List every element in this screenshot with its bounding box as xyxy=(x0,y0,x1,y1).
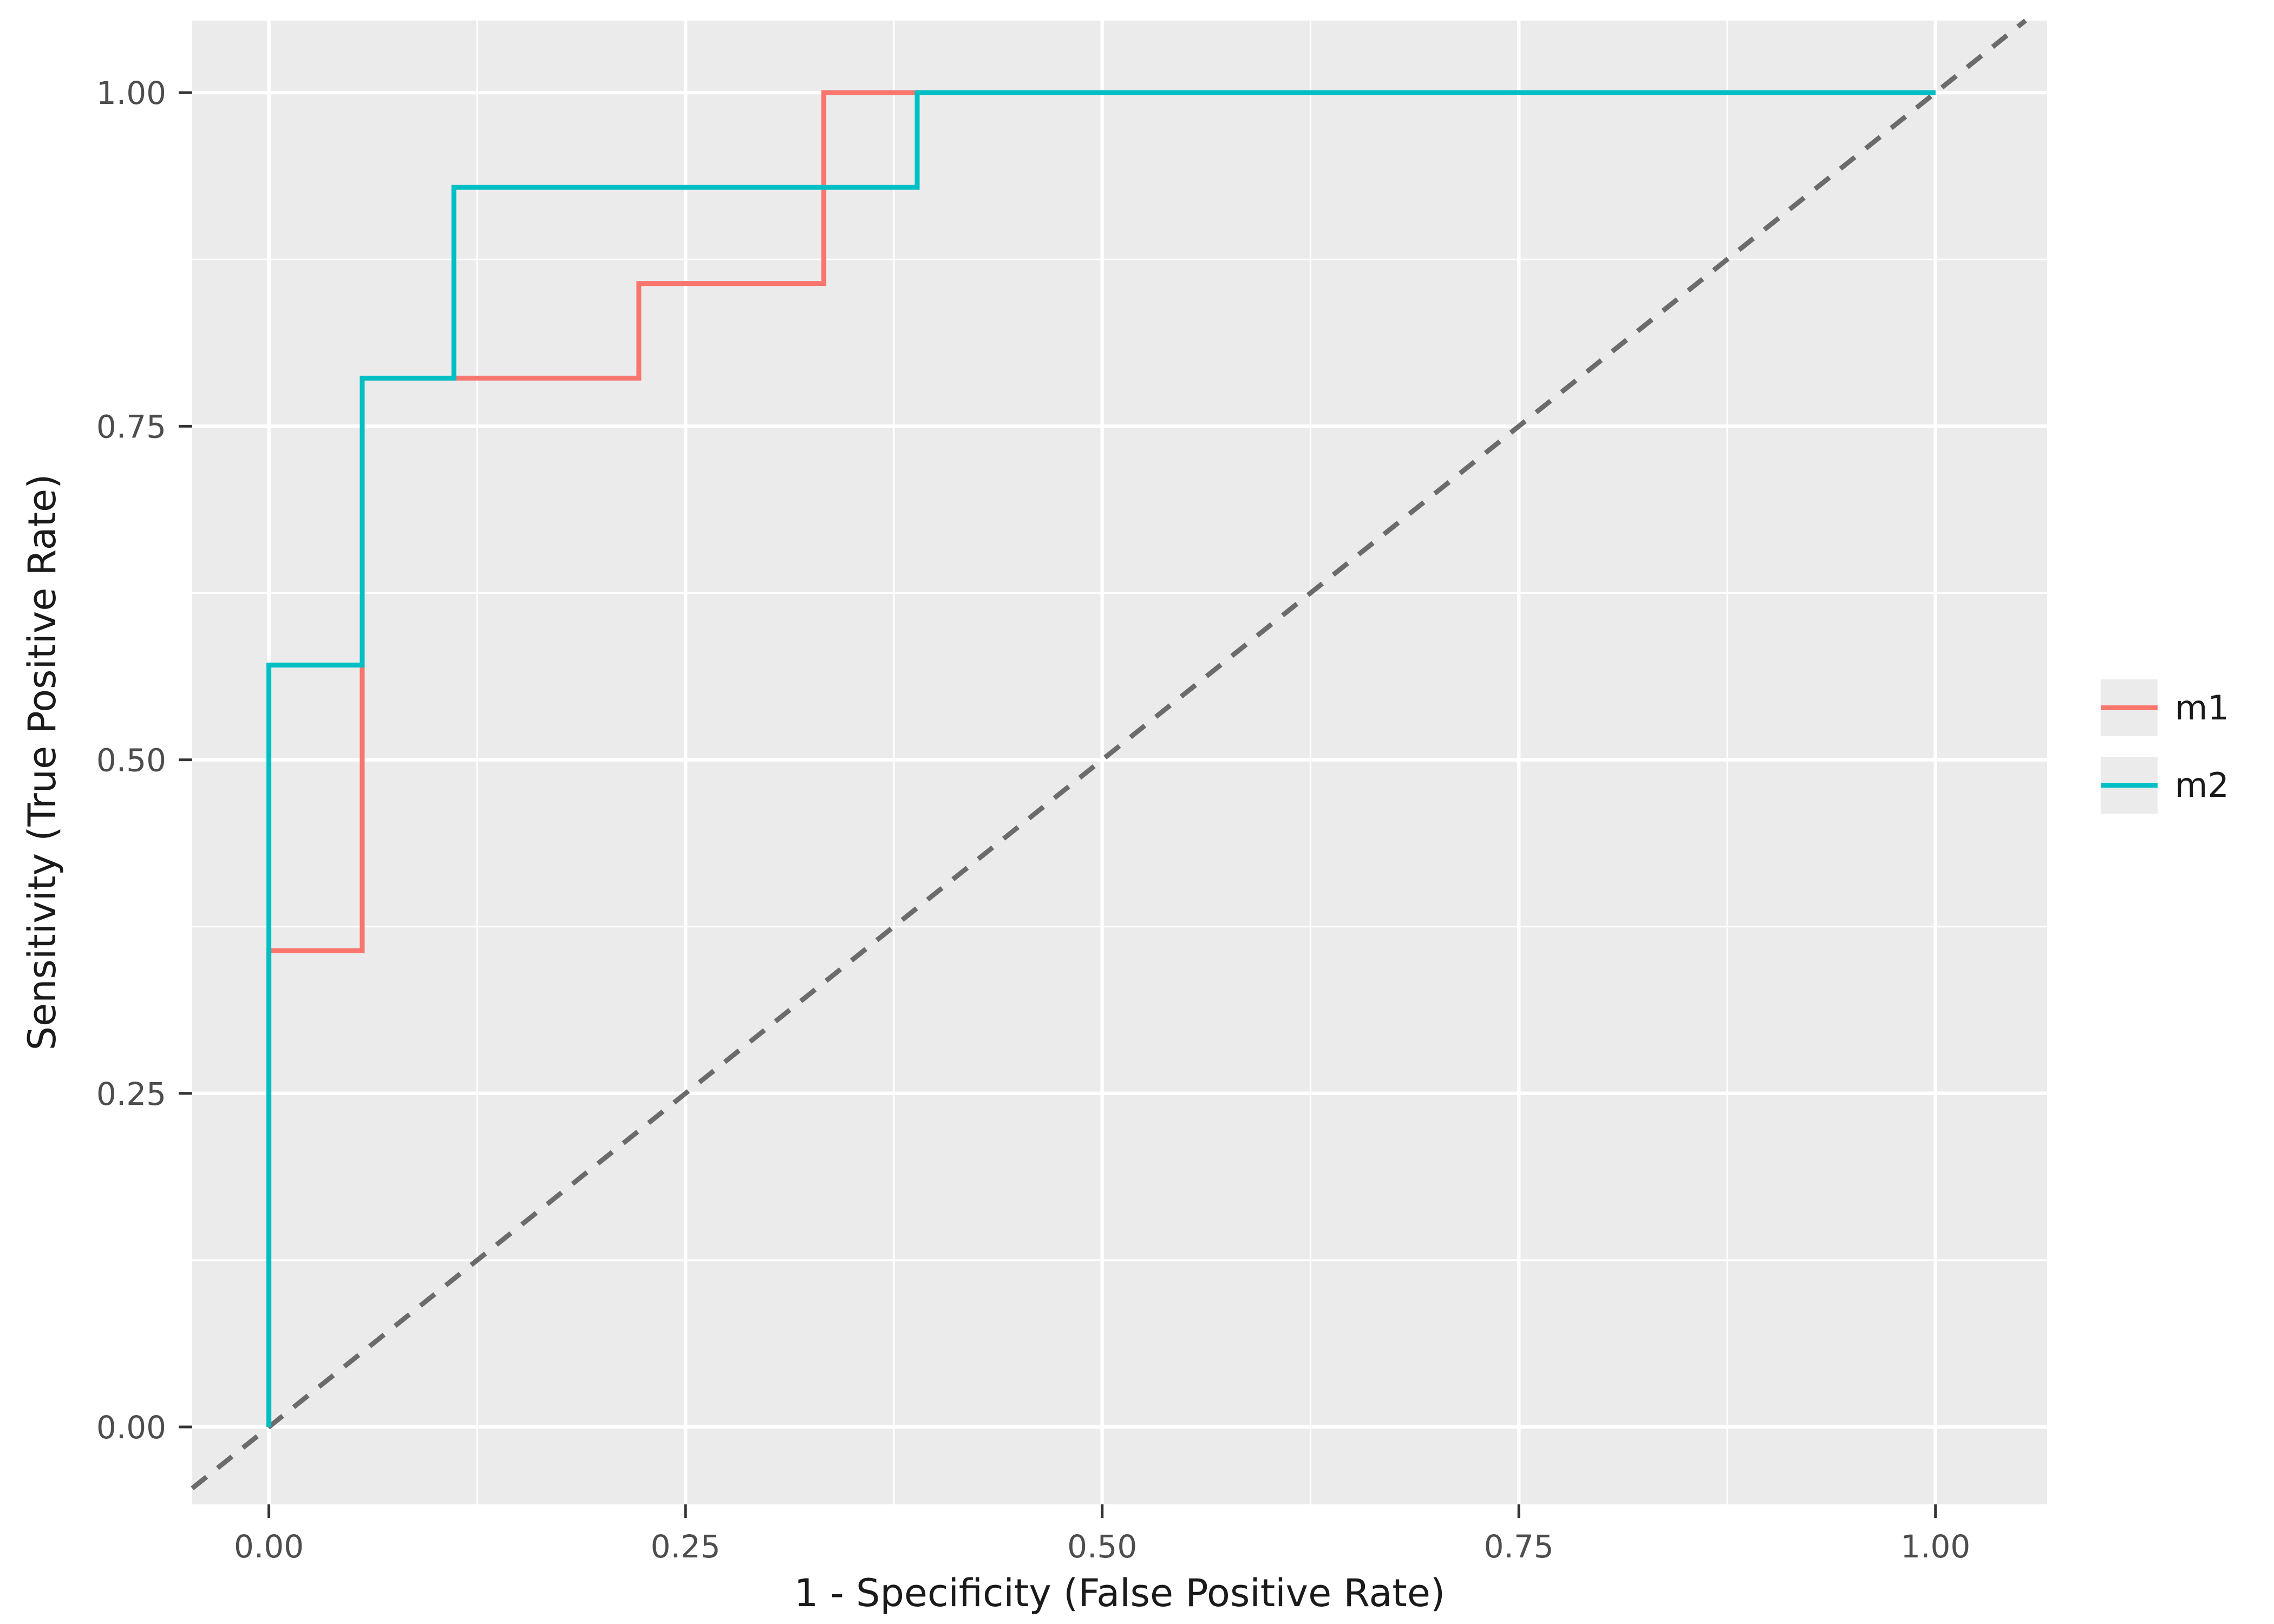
x-axis-title: 1 - Specificity (False Positive Rate) xyxy=(794,1571,1446,1615)
roc-series-m2 xyxy=(266,90,1936,1427)
reference-diagonal-line xyxy=(191,18,2027,1490)
x-tick-label: 0.75 xyxy=(1484,1528,1554,1565)
y-tick-label: 0.00 xyxy=(96,1409,166,1446)
legend-item-m2: m2 xyxy=(2101,757,2229,814)
legend-key-line-m1 xyxy=(2101,705,2158,710)
x-tick-label: 0.25 xyxy=(651,1528,721,1565)
x-tick-label: 1.00 xyxy=(1900,1528,1970,1565)
roc-series-m1 xyxy=(266,90,1936,1427)
legend-item-m1: m1 xyxy=(2101,679,2229,736)
legend-label-m2: m2 xyxy=(2175,765,2229,805)
legend-key-line-m2 xyxy=(2101,783,2158,788)
y-tick-label: 0.50 xyxy=(96,742,166,779)
legend-key-m1 xyxy=(2101,679,2158,736)
legend-label-m1: m1 xyxy=(2175,688,2229,728)
x-tick-label: 0.50 xyxy=(1067,1528,1137,1565)
y-axis-title: Sensitivity (True Positive Rate) xyxy=(20,474,64,1051)
panel-background xyxy=(192,21,2047,1504)
y-tick-label: 0.25 xyxy=(96,1076,166,1112)
y-tick-label: 1.00 xyxy=(96,75,166,112)
x-tick-label: 0.00 xyxy=(234,1528,304,1565)
legend-key-m2 xyxy=(2101,757,2158,814)
legend: m1 m2 xyxy=(2101,679,2229,814)
y-tick-label: 0.75 xyxy=(96,408,166,445)
